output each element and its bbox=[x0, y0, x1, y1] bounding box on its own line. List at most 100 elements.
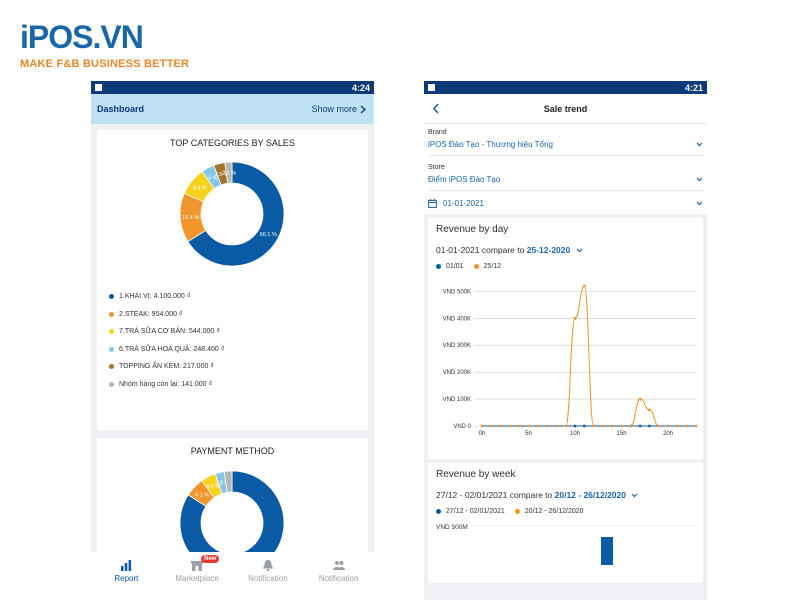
week-bar bbox=[601, 537, 613, 565]
week-compare-from: 27/12 - 02/01/2021 compare to bbox=[436, 490, 553, 500]
store-filter[interactable]: Store Điểm iPOS Đào Tạo bbox=[424, 156, 707, 191]
legend-dot bbox=[436, 509, 441, 514]
nav-marketplace-label: Marketplace bbox=[175, 573, 219, 583]
data-point bbox=[564, 424, 568, 428]
legend-dot bbox=[514, 509, 520, 514]
nav-group[interactable]: Notification bbox=[304, 560, 374, 583]
y-tick-label: VND 300K bbox=[443, 343, 471, 349]
data-point bbox=[620, 424, 623, 428]
y-tick-label: VND 400K bbox=[443, 316, 471, 322]
data-point bbox=[648, 424, 651, 428]
revenue-by-day-chart: VND 0 VND 100K VND 200K VND 300K VND 400K VND… bbox=[443, 284, 698, 437]
donut-slice bbox=[179, 470, 285, 576]
chevron-down-icon bbox=[696, 177, 703, 182]
nav-marketplace[interactable]: New Marketplace bbox=[162, 554, 232, 583]
legend-dot bbox=[109, 364, 114, 370]
data-point bbox=[638, 424, 642, 428]
legend-label: 7.TRÀ SỮA CƠ BẢN: 544.000 ₫ bbox=[119, 328, 220, 336]
slice-label: 2.8 % bbox=[215, 481, 229, 487]
y-tick-label: VND 100K bbox=[443, 397, 471, 403]
data-point bbox=[527, 424, 530, 428]
data-point bbox=[582, 424, 586, 428]
legend-item: 1.KHAI VỊ: 4.100.000 ₫ bbox=[109, 288, 356, 306]
chevron-down-icon bbox=[696, 201, 703, 206]
y-tick-label: VND 500M bbox=[436, 524, 468, 531]
donut-slice bbox=[224, 161, 233, 184]
legend-item: Nhóm hàng còn lại: 141.000 ₫ bbox=[109, 376, 356, 394]
date-filter-value: 01-01-2021 bbox=[443, 199, 484, 208]
store-icon bbox=[191, 560, 204, 571]
status-bar: 4:21 bbox=[424, 81, 707, 94]
x-tick-label: 0h bbox=[479, 431, 486, 437]
data-point bbox=[573, 316, 577, 320]
data-point bbox=[694, 424, 698, 428]
data-point bbox=[592, 424, 596, 428]
page-title: Dashboard bbox=[97, 104, 145, 114]
data-point bbox=[601, 424, 605, 428]
nav-notification-label: Notification bbox=[248, 573, 288, 583]
x-tick-label: 5h bbox=[525, 431, 532, 437]
legend-series-1: 27/12 - 02/01/2021 bbox=[446, 508, 505, 515]
data-point bbox=[666, 424, 670, 428]
slice-label: 2.2 % bbox=[222, 171, 236, 177]
slice-label: 8.8 % bbox=[193, 186, 207, 192]
legend-item: 7.TRÀ SỮA CƠ BẢN: 544.000 ₫ bbox=[109, 323, 356, 341]
bell-icon bbox=[262, 559, 273, 571]
revenue-by-week-title: Revenue by week bbox=[436, 469, 516, 480]
data-point bbox=[629, 424, 633, 428]
legend-label: 2.STEAK: 954.000 ₫ bbox=[119, 310, 183, 318]
data-point bbox=[582, 284, 586, 288]
nav-notification[interactable]: Notification bbox=[233, 559, 303, 583]
back-arrow-icon[interactable] bbox=[432, 103, 440, 114]
y-tick-label: VND 200K bbox=[443, 370, 471, 376]
notification-icon bbox=[428, 84, 435, 91]
data-point bbox=[675, 424, 679, 428]
data-point bbox=[555, 424, 558, 428]
slice-label: 15.4 % bbox=[182, 215, 199, 221]
legend-series-2: 25/12 bbox=[483, 263, 502, 270]
revenue-by-week-card: Revenue by week 27/12 - 02/01/2021 compa… bbox=[428, 463, 703, 583]
legend-dot bbox=[109, 294, 114, 300]
legend-item: 6.TRÀ SỮA HOA QUẢ: 248.400 ₫ bbox=[109, 341, 356, 359]
slice-label: 66.1 % bbox=[260, 232, 277, 238]
week-chart-legend: 27/12 - 02/01/2021 20/12 - 26/12/2020 bbox=[436, 508, 695, 515]
show-more-label: Show more bbox=[311, 104, 357, 114]
ipos-logo: iPOS.VN MAKE F&B BUSINESS BETTER bbox=[20, 20, 189, 70]
revenue-by-day-card: Revenue by day 01-01-2021 compare to 25-… bbox=[428, 218, 703, 459]
day-chart-legend: 01/01 25/12 bbox=[436, 263, 695, 270]
new-badge: New bbox=[201, 554, 220, 563]
logo-text: iPOS.VN bbox=[20, 19, 144, 55]
week-compare-selector[interactable]: 27/12 - 02/01/2021 compare to 20/12 - 26… bbox=[436, 490, 695, 500]
revenue-by-week-chart: VND 500M bbox=[436, 524, 695, 565]
week-compare-to: 20/12 - 26/12/2020 bbox=[554, 490, 626, 500]
day-compare-from: 01-01-2021 compare to bbox=[436, 245, 525, 255]
legend-label: TOPPING ĂN KÈM: 217.000 ₫ bbox=[119, 363, 214, 371]
series-line bbox=[481, 285, 696, 427]
data-point bbox=[648, 408, 651, 412]
bottom-navigation: Report New Marketplace Notification Noti… bbox=[91, 552, 374, 590]
calendar-icon bbox=[428, 199, 437, 208]
date-filter[interactable]: 01-01-2021 bbox=[424, 191, 707, 214]
show-more-button[interactable]: Show more bbox=[311, 104, 366, 114]
y-tick-label: VND 500K bbox=[443, 289, 471, 295]
brand-filter[interactable]: Brand iPOS Đào Tạo - Thương hiệu Tổng bbox=[424, 124, 707, 156]
notification-icon bbox=[95, 84, 102, 91]
slice-label: 6.1 % bbox=[195, 492, 209, 498]
legend-item: TOPPING ĂN KÈM: 217.000 ₫ bbox=[109, 358, 356, 376]
day-compare-selector[interactable]: 01-01-2021 compare to 25-12-2020 bbox=[436, 245, 695, 255]
payment-method-donut: 84.1 %6.1 %4.6 %2.8 % bbox=[179, 470, 285, 576]
donut-slice bbox=[223, 470, 233, 493]
day-compare-to: 25-12-2020 bbox=[526, 245, 571, 255]
nav-report-label: Report bbox=[114, 573, 139, 583]
sale-trend-header: Sale trend bbox=[424, 94, 707, 124]
data-point bbox=[545, 424, 549, 428]
payment-method-title: PAYMENT METHOD bbox=[190, 446, 275, 456]
store-filter-value: Điểm iPOS Đào Tạo bbox=[428, 175, 501, 184]
legend-label: Nhóm hàng còn lại: 141.000 ₫ bbox=[119, 380, 213, 388]
nav-report[interactable]: Report bbox=[91, 559, 161, 583]
legend-dot bbox=[109, 381, 114, 387]
data-point bbox=[499, 424, 503, 428]
data-point bbox=[517, 424, 521, 428]
chevron-down-icon bbox=[696, 142, 703, 147]
legend-dot bbox=[436, 264, 441, 269]
